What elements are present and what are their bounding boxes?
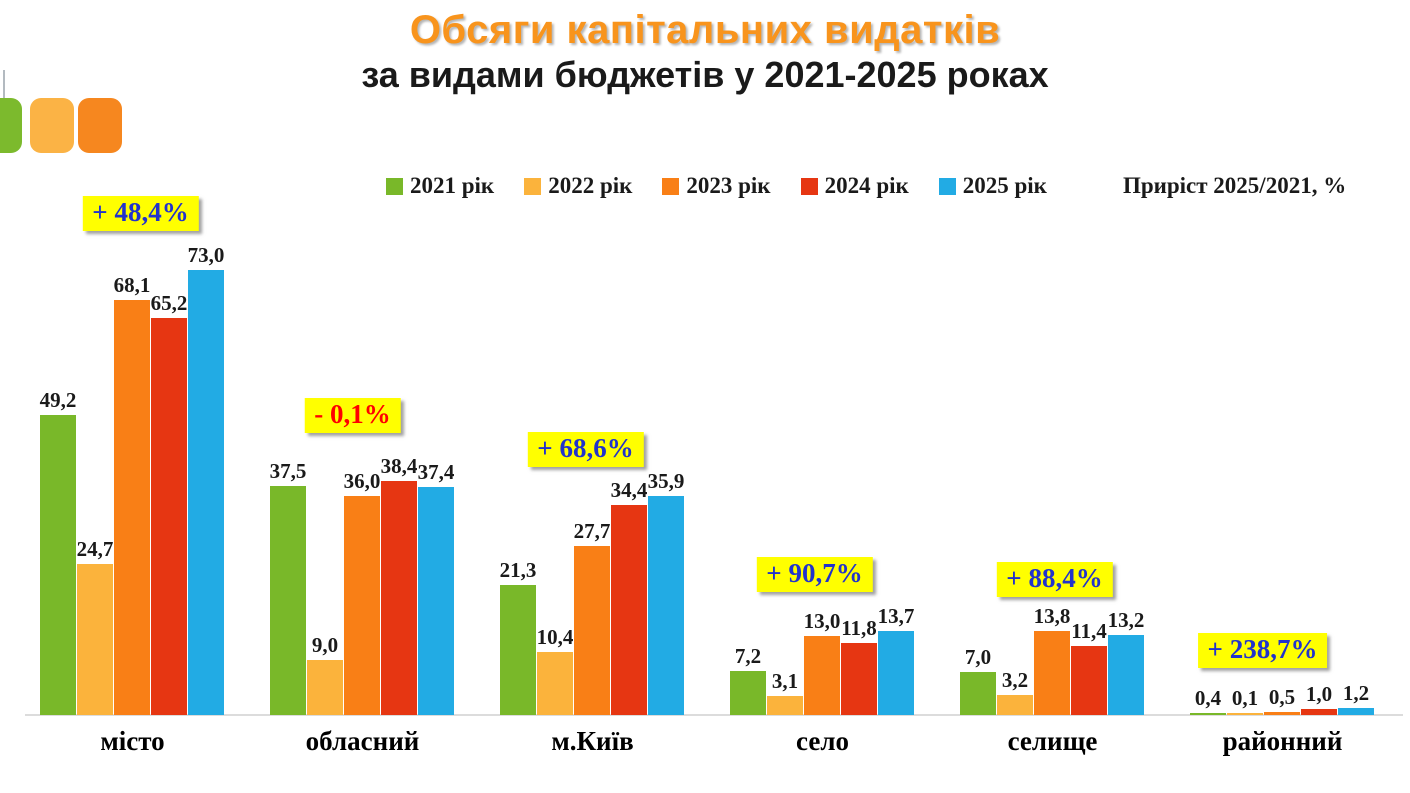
growth-badge-cat3: + 90,7% <box>756 557 873 592</box>
value-label-cat2-ser3: 34,4 <box>610 478 648 502</box>
value-label-cat5-ser1: 0,1 <box>1231 686 1259 710</box>
value-label-cat3-ser3: 11,8 <box>841 616 877 640</box>
value-label-cat0-ser2: 68,1 <box>113 273 151 297</box>
bar-cat3-ser4 <box>878 631 914 715</box>
bar-cat3-ser0 <box>730 671 766 715</box>
value-label-cat4-ser0: 7,0 <box>964 645 992 669</box>
value-label-cat4-ser3: 11,4 <box>1071 619 1107 643</box>
value-label-cat2-ser4: 35,9 <box>647 469 685 493</box>
growth-badge-cat0: + 48,4% <box>82 196 199 231</box>
bar-cat2-ser0 <box>500 585 536 715</box>
value-label-cat0-ser4: 73,0 <box>187 243 225 267</box>
category-label-3: село <box>796 726 849 756</box>
value-label-cat3-ser1: 3,1 <box>771 669 799 693</box>
legend-note: Приріст 2025/2021, % <box>1122 173 1347 198</box>
bar-cat5-ser1 <box>1227 713 1263 715</box>
bar-cat0-ser0 <box>40 415 76 715</box>
bar-cat4-ser4 <box>1108 635 1144 715</box>
legend-item-2021: 2021 рік <box>386 173 494 199</box>
value-label-cat1-ser1: 9,0 <box>311 633 339 657</box>
legend-swatch-2024 <box>800 177 818 195</box>
legend-label: 2025 рік <box>962 173 1047 198</box>
bar-cat3-ser3 <box>841 643 877 715</box>
value-label-cat4-ser4: 13,2 <box>1107 608 1145 632</box>
legend-item-2024: 2024 рік <box>800 173 909 199</box>
decor-green-square <box>0 98 22 153</box>
bar-cat2-ser2 <box>574 546 610 715</box>
value-label-cat1-ser4: 37,4 <box>417 460 455 484</box>
value-label-cat1-ser2: 36,0 <box>343 469 381 493</box>
bar-cat4-ser3 <box>1071 646 1107 715</box>
category-label-5: районний <box>1222 726 1343 756</box>
value-label-cat5-ser3: 1,0 <box>1305 682 1333 706</box>
bar-cat1-ser3 <box>381 481 417 715</box>
legend-label: 2024 рік <box>824 173 909 198</box>
legend-item-2025: 2025 рік <box>938 173 1047 199</box>
bar-cat3-ser1 <box>767 696 803 715</box>
value-label-cat5-ser0: 0,4 <box>1194 686 1222 710</box>
bar-cat0-ser2 <box>114 300 150 715</box>
bar-cat1-ser4 <box>418 487 454 715</box>
value-label-cat3-ser2: 13,0 <box>803 609 841 633</box>
value-label-cat5-ser2: 0,5 <box>1268 685 1296 709</box>
value-label-cat4-ser2: 13,8 <box>1033 604 1071 628</box>
decor-amber-square <box>30 98 74 153</box>
bar-cat5-ser2 <box>1264 712 1300 715</box>
bar-cat0-ser4 <box>188 270 224 715</box>
value-label-cat5-ser4: 1,2 <box>1342 681 1370 705</box>
category-label-1: обласний <box>305 726 420 756</box>
legend-label: 2023 рік <box>686 173 771 198</box>
growth-badge-cat2: + 68,6% <box>527 432 644 467</box>
legend-swatch-2022 <box>524 177 542 195</box>
legend-swatch-2021 <box>386 177 403 195</box>
value-label-cat3-ser4: 13,7 <box>877 604 915 628</box>
value-label-cat2-ser2: 27,7 <box>573 519 611 543</box>
page-title: Обсяги капітальних видатків <box>409 8 1001 52</box>
value-label-cat1-ser3: 38,4 <box>380 454 418 478</box>
bar-cat4-ser0 <box>960 672 996 715</box>
bar-cat0-ser3 <box>151 318 187 715</box>
growth-badge-cat5: + 238,7% <box>1197 633 1328 668</box>
bar-cat0-ser1 <box>77 564 113 715</box>
value-label-cat2-ser0: 21,3 <box>499 558 537 582</box>
x-axis-line <box>25 714 1403 716</box>
legend-items: 2021 рік 2022 рік 2023 рік 2024 рік 2025 рік <box>386 173 1077 199</box>
bar-cat3-ser2 <box>804 636 840 715</box>
bar-cat1-ser0 <box>270 486 306 715</box>
value-label-cat0-ser1: 24,7 <box>76 537 114 561</box>
bar-cat5-ser3 <box>1301 709 1337 715</box>
value-label-cat2-ser1: 10,4 <box>536 625 574 649</box>
value-label-cat1-ser0: 37,5 <box>269 459 307 483</box>
value-label-cat0-ser0: 49,2 <box>39 388 77 412</box>
bar-cat5-ser4 <box>1338 708 1374 715</box>
bar-cat2-ser3 <box>611 505 647 715</box>
bar-cat4-ser1 <box>997 695 1033 715</box>
legend-item-2022: 2022 рік <box>524 173 632 199</box>
category-label-2: м.Київ <box>551 726 634 756</box>
bar-cat5-ser0 <box>1190 713 1226 715</box>
decor-orange-square <box>78 98 122 153</box>
legend-swatch-2023 <box>662 177 680 195</box>
bar-cat4-ser2 <box>1034 631 1070 715</box>
bar-cat1-ser1 <box>307 660 343 715</box>
legend-swatch-2025 <box>938 177 956 195</box>
value-label-cat3-ser0: 7,2 <box>734 644 762 668</box>
growth-badge-cat4: + 88,4% <box>996 562 1113 597</box>
value-label-cat4-ser1: 3,2 <box>1001 668 1029 692</box>
category-label-4: селище <box>1007 726 1098 756</box>
legend-label: 2022 рік <box>548 173 633 198</box>
legend-item-2023: 2023 рік <box>662 173 771 199</box>
legend-label: 2021 рік <box>410 173 495 198</box>
value-label-cat0-ser3: 65,2 <box>150 291 188 315</box>
category-label-0: місто <box>100 726 165 756</box>
chart-legend: 2021 рік 2022 рік 2023 рік 2024 рік 2025 рік… <box>386 171 1346 201</box>
bar-cat2-ser1 <box>537 652 573 715</box>
growth-badge-cat1: - 0,1% <box>304 398 401 433</box>
bar-cat2-ser4 <box>648 496 684 715</box>
bar-cat1-ser2 <box>344 496 380 715</box>
page-subtitle: за видами бюджетів у 2021-2025 роках <box>361 54 1049 95</box>
